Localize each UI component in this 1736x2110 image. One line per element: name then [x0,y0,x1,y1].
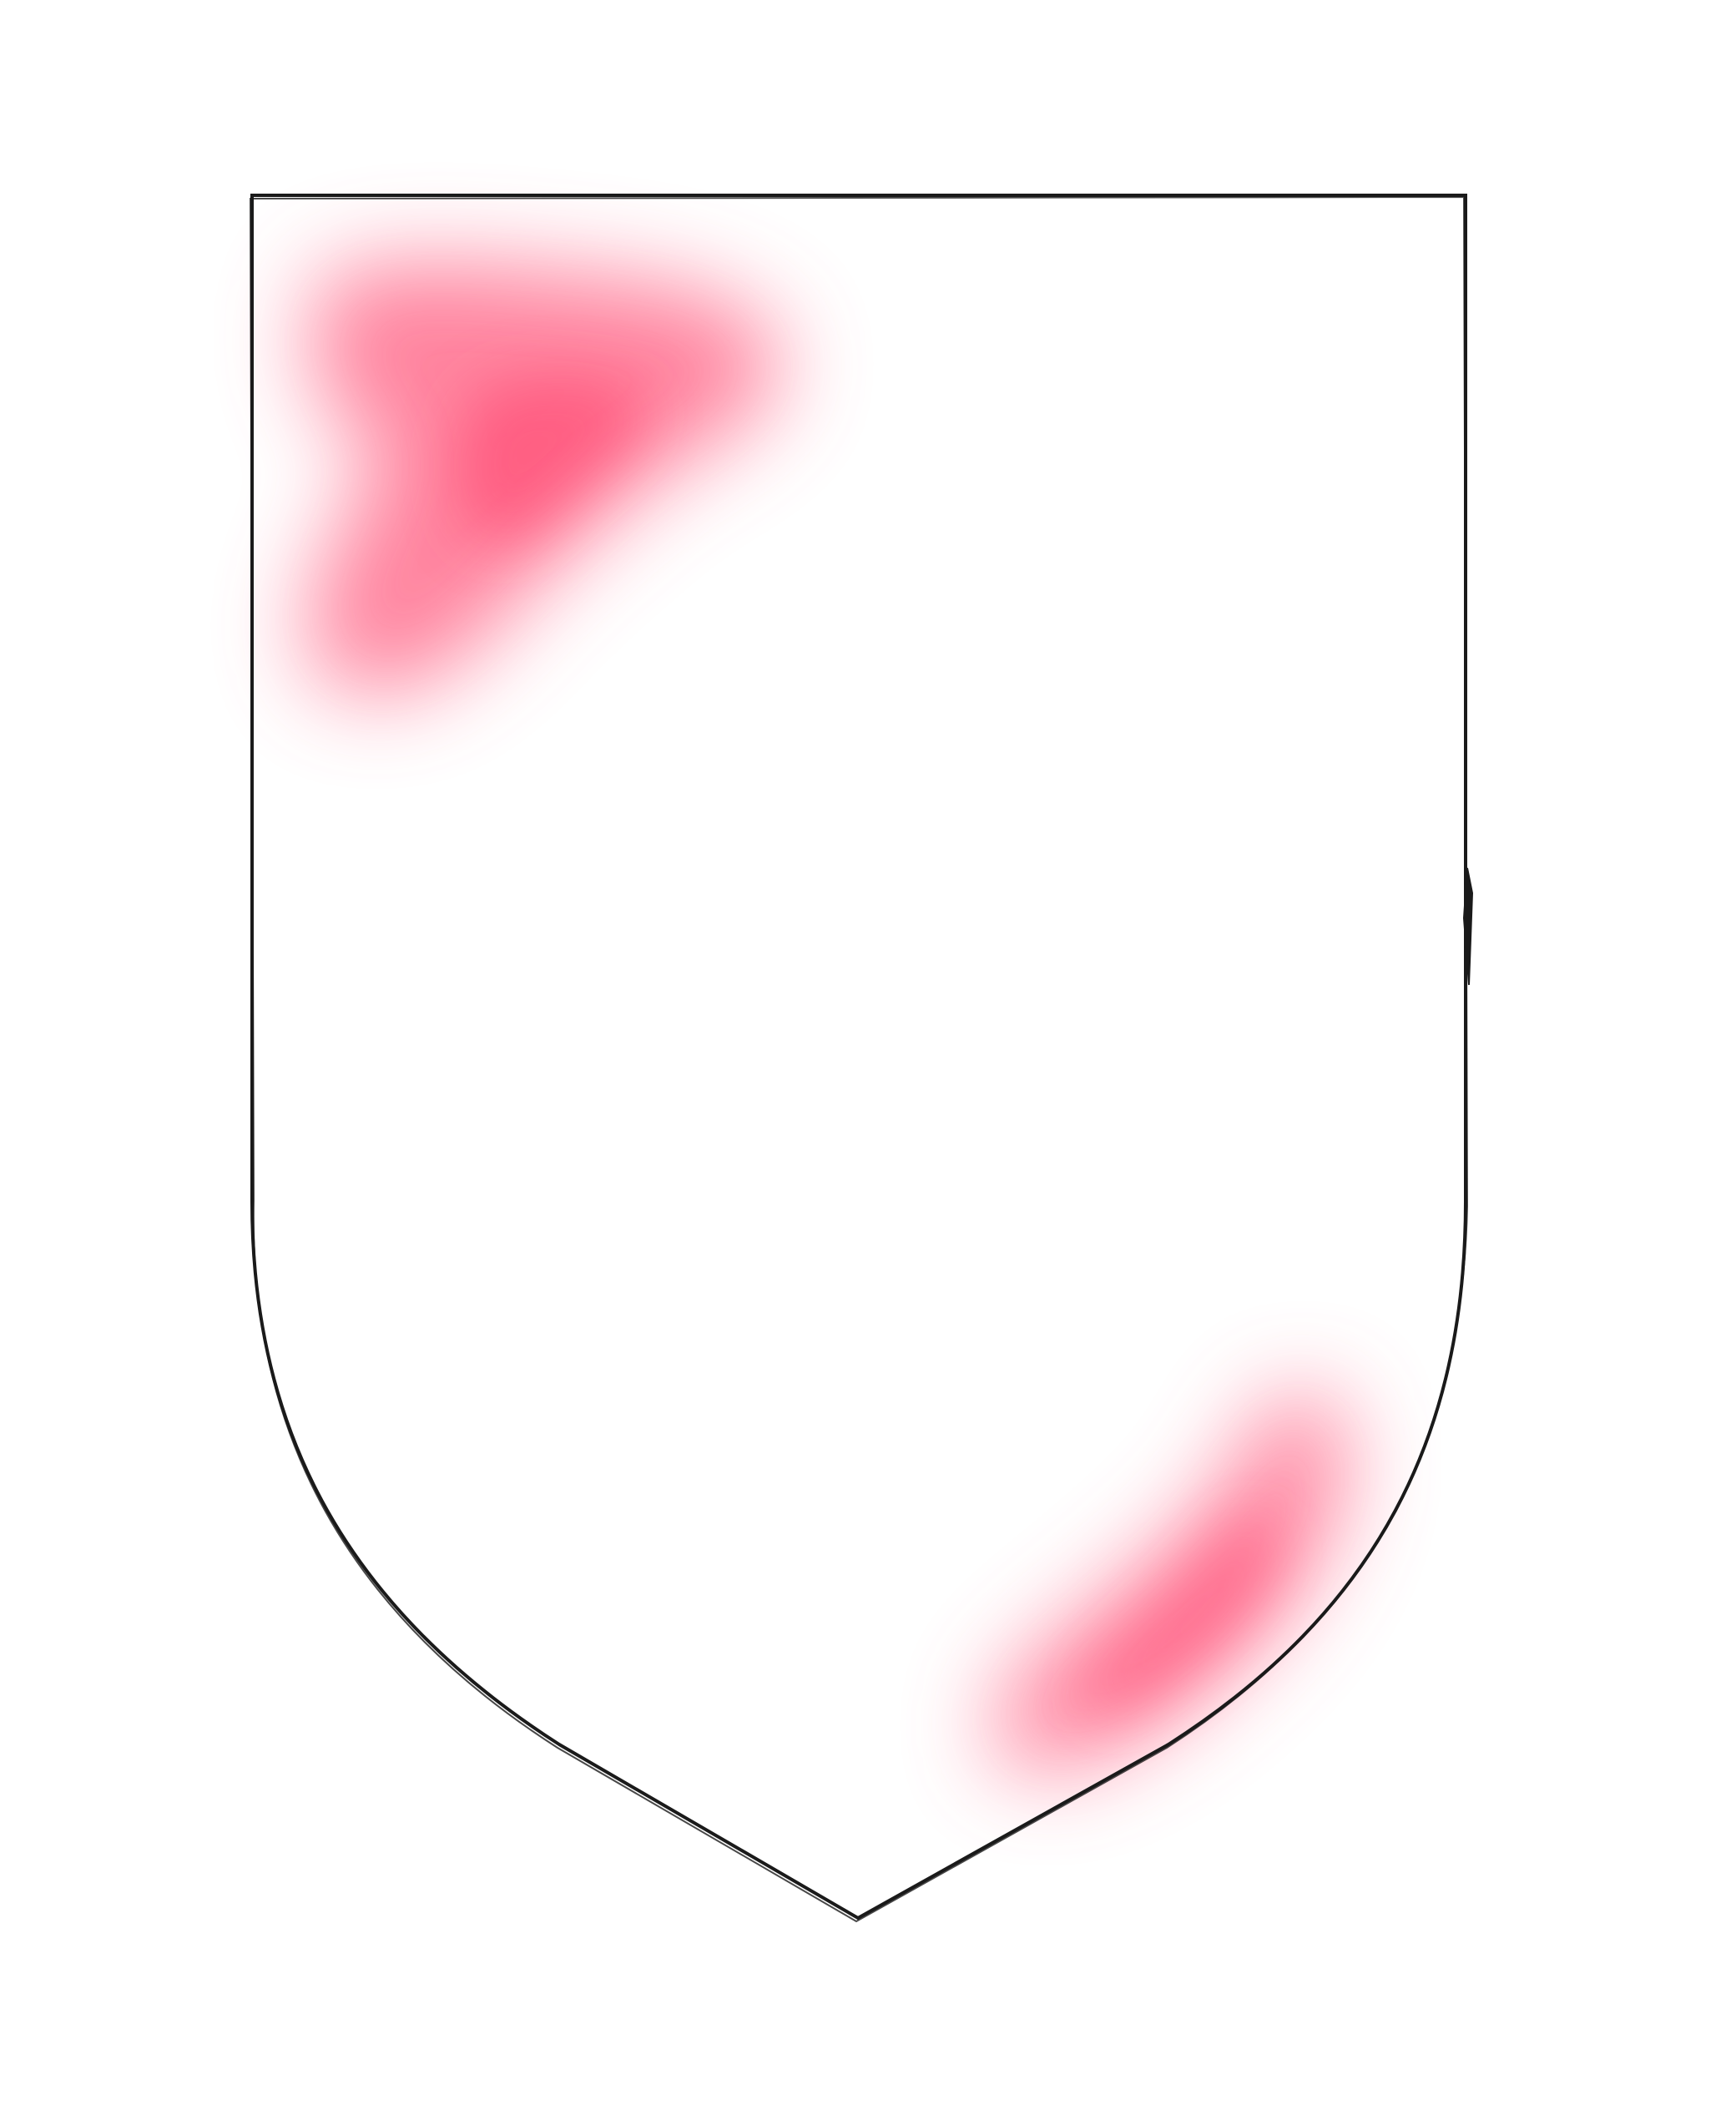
heat-region-bottom-right [992,1391,1345,1771]
shield-outline-sketch [249,195,1469,1923]
heat-core-top-left [457,376,646,541]
shield-edge-mark [1462,867,1474,986]
heat-core-bottom-right [1087,1518,1275,1713]
